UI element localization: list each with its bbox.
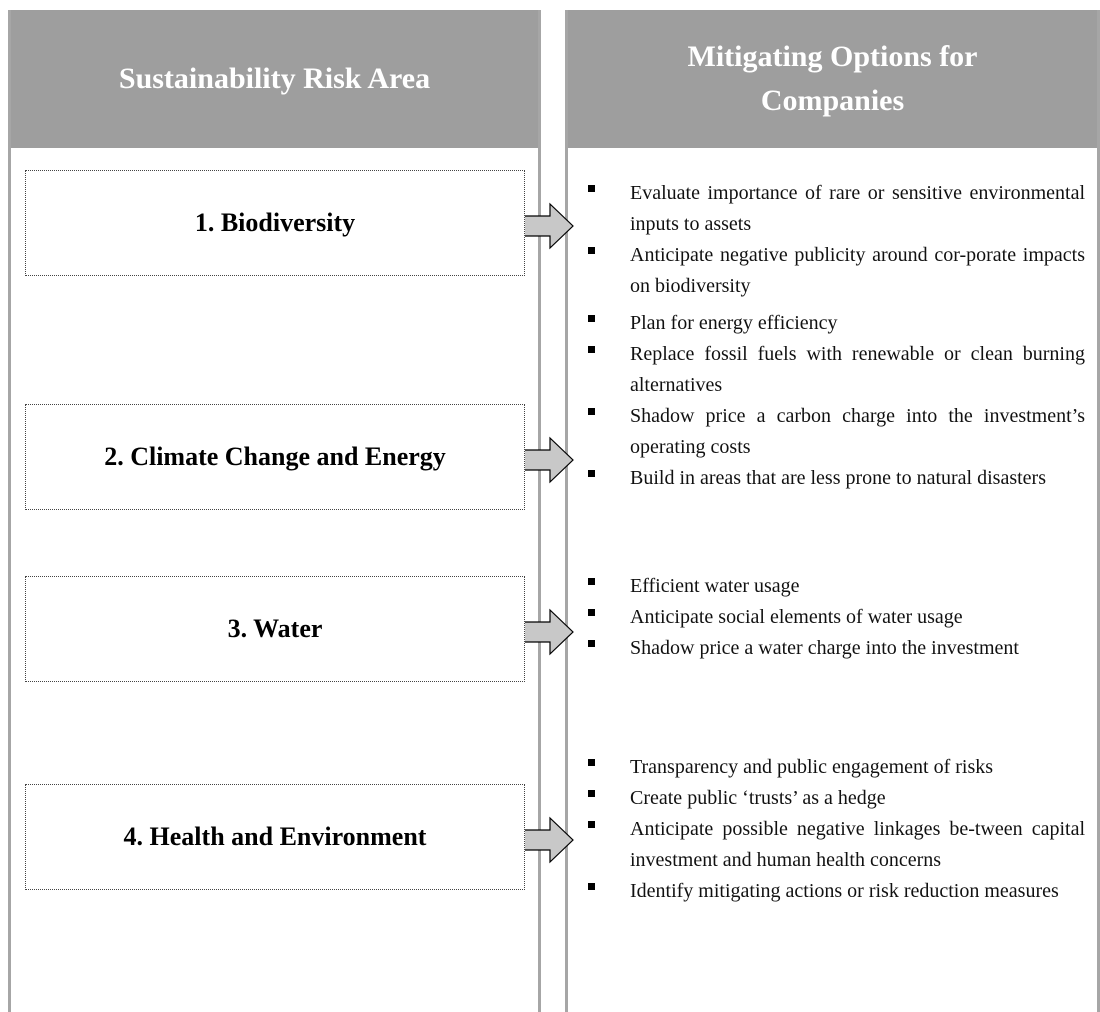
option-bullet: Anticipate possible negative linkages be…	[588, 814, 1085, 876]
option-bullet: Build in areas that are less prone to na…	[588, 463, 1085, 494]
option-bullet: Identify mitigating actions or risk redu…	[588, 876, 1085, 907]
option-bullet: Anticipate negative publicity around cor…	[588, 240, 1085, 302]
option-bullet: Shadow price a water charge into the inv…	[588, 633, 1085, 664]
left-column	[8, 10, 541, 1012]
option-bullet: Create public ‘trusts’ as a hedge	[588, 783, 1085, 814]
option-bullet: Plan for energy efficiency	[588, 308, 1085, 339]
risk-box: 2. Climate Change and Energy	[25, 404, 525, 510]
option-bullet: Efficient water usage	[588, 571, 1085, 602]
option-bullet: Anticipate social elements of water usag…	[588, 602, 1085, 633]
risk-box: 3. Water	[25, 576, 525, 682]
right-column	[565, 10, 1100, 1012]
right-header: Mitigating Options for Companies	[568, 10, 1097, 148]
left-header: Sustainability Risk Area	[11, 10, 538, 148]
option-bullet: Evaluate importance of rare or sensitive…	[588, 178, 1085, 240]
option-bullet: Transparency and public engagement of ri…	[588, 752, 1085, 783]
option-bullet: Replace fossil fuels with renewable or c…	[588, 339, 1085, 401]
risk-box: 4. Health and Environment	[25, 784, 525, 890]
risk-box: 1. Biodiversity	[25, 170, 525, 276]
option-bullet: Shadow price a carbon charge into the in…	[588, 401, 1085, 463]
